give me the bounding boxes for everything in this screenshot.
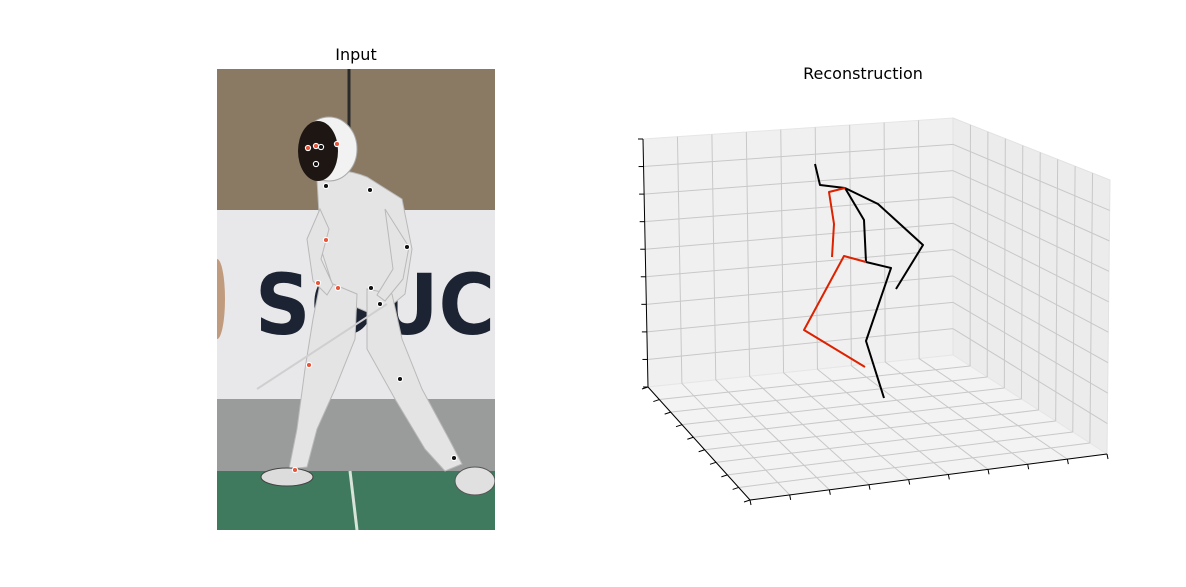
grid-line — [704, 409, 1039, 451]
grid-line — [647, 328, 954, 360]
keypoints-layer — [291, 140, 458, 474]
reconstruction-title: Reconstruction — [803, 64, 923, 83]
keypoint-left-hip — [305, 361, 313, 369]
grid-line — [646, 301, 954, 333]
axis-tick — [947, 474, 950, 480]
grid-line — [783, 372, 909, 480]
grid-line — [749, 375, 870, 486]
input-title: Input — [335, 45, 377, 64]
grid-line — [715, 420, 1056, 463]
grid-lines — [643, 120, 1110, 496]
fencer — [288, 170, 463, 472]
grid-line — [1089, 173, 1094, 444]
grid-line — [918, 120, 920, 359]
axis-tick — [1066, 459, 1069, 465]
keypoint-right-ear — [333, 140, 341, 148]
grid-line — [644, 170, 954, 195]
grid-line — [676, 136, 683, 384]
input-image: SOUC — [217, 69, 495, 530]
grid-line — [849, 124, 852, 366]
axis-tick — [721, 474, 728, 478]
grid-line — [952, 275, 1109, 364]
grid-line — [727, 431, 1073, 476]
keypoint-right-ankle — [450, 454, 458, 462]
axis-tick — [687, 436, 694, 440]
grid-line — [780, 129, 785, 373]
axis-tick — [908, 479, 911, 485]
grid-line — [952, 143, 1110, 211]
axis-tick — [868, 484, 871, 490]
keypoint-left-wrist — [334, 284, 342, 292]
grid-line — [952, 301, 1108, 394]
axis-edges — [642, 138, 1108, 501]
skeleton-head — [814, 163, 846, 189]
pane-left — [642, 117, 954, 388]
grid-line — [645, 222, 954, 250]
grid-line — [645, 249, 954, 278]
skeleton-spine — [844, 187, 867, 263]
axis-tick — [987, 469, 990, 475]
grid-line — [817, 368, 949, 475]
axis-tick — [732, 486, 739, 490]
axis-tick — [1027, 464, 1030, 470]
grid-line — [745, 131, 751, 377]
skeleton-left-arm — [828, 187, 846, 258]
grid-line — [918, 358, 1068, 460]
keypoint-left-elbow — [314, 279, 322, 287]
grid-line — [1055, 159, 1059, 422]
grid-line — [884, 361, 1028, 465]
grid-line — [952, 328, 1108, 424]
skeleton — [803, 163, 924, 399]
reconstruction-plot — [638, 117, 1111, 506]
grid-line — [643, 143, 954, 168]
keypoint-left-eye — [304, 144, 312, 152]
grid-line — [681, 383, 791, 496]
grid-line — [659, 365, 971, 401]
grid-line — [1038, 152, 1041, 411]
keypoint-right-eye — [317, 143, 325, 151]
keypoint-neck — [322, 182, 330, 190]
grid-line — [670, 376, 988, 413]
grid-line — [681, 387, 1005, 426]
grid-line — [644, 196, 954, 223]
skeleton-right-leg — [865, 261, 892, 399]
grid-line — [715, 379, 830, 491]
grid-line — [1020, 145, 1024, 400]
skeleton-right-arm — [844, 187, 924, 290]
axis-tick — [789, 494, 792, 500]
keypoint-left-knee — [291, 466, 299, 474]
axis-ticks — [638, 138, 1109, 506]
keypoint-left-shoulder — [322, 236, 330, 244]
axis-tick — [698, 449, 705, 453]
keypoint-left-ankle — [312, 142, 320, 150]
axis-tick — [664, 411, 671, 415]
grid-line — [1003, 138, 1006, 389]
keypoint-right-knee — [396, 375, 404, 383]
keypoint-right-elbow — [403, 243, 411, 251]
grid-line — [986, 131, 989, 378]
grid-line — [952, 222, 1109, 303]
grid-line — [1072, 166, 1076, 433]
keypoint-right-hand — [376, 300, 384, 308]
grid-line — [851, 365, 989, 470]
axis-tick — [653, 399, 660, 403]
axis-tick — [743, 499, 751, 503]
grid-line — [952, 249, 1109, 333]
skeleton-left-leg — [803, 255, 867, 368]
grid-line — [883, 122, 886, 363]
grid-line — [738, 442, 1090, 488]
grid-line — [693, 398, 1022, 438]
grid-line — [952, 170, 1110, 242]
keypoint-right-shoulder — [366, 186, 374, 194]
keypoint-right-wrist — [367, 284, 375, 292]
keypoint-nose — [312, 160, 320, 168]
axis-tick — [675, 424, 683, 428]
grid-line — [952, 196, 1110, 272]
grid-line — [711, 134, 717, 380]
axis-tick — [828, 489, 831, 495]
axis-tick — [1106, 453, 1109, 460]
axis-tick — [749, 499, 752, 506]
axis-tick — [709, 461, 717, 465]
